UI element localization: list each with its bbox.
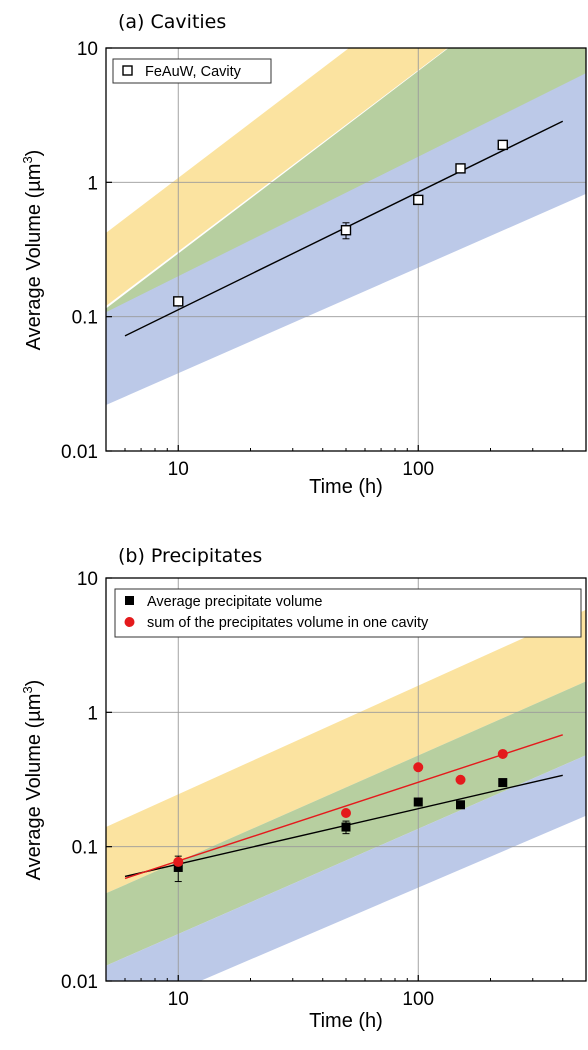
legend-label-average: Average precipitate volume: [147, 594, 322, 610]
data-point-s0-4: [497, 139, 508, 151]
y-tick-label: 1: [87, 173, 98, 194]
y-tick-label: 0.1: [72, 838, 98, 859]
confidence-band-0: [106, 48, 448, 306]
panel-precipitates: (b) Precipitates 10 100 0.01 0.1 1 10 Time (h…: [20, 545, 587, 1032]
panel-b-ticks: 10 100 0.01 0.1 1 10: [61, 569, 564, 1010]
x-tick-label: 100: [402, 989, 434, 1010]
x-tick-label: 10: [168, 459, 189, 480]
legend-box: [112, 58, 272, 84]
panel-a-title: (a) Cavities: [118, 11, 226, 33]
panel-b-grid: [106, 578, 586, 981]
data-point-s1-2: [413, 762, 424, 773]
y-tick-label: 0.01: [61, 442, 98, 463]
y-tick-label: 10: [77, 39, 98, 60]
data-point-s1-0: [173, 856, 184, 867]
legend-label-sum: sum of the precipitates volume in one ca…: [147, 615, 429, 631]
y-tick-label: 0.01: [61, 972, 98, 993]
legend-marker-sum: [124, 617, 135, 627]
data-point-s0-4: [498, 778, 508, 788]
panel-b-legend: Average precipitate volume sum of the pr…: [114, 588, 582, 638]
data-point-s0-2: [413, 797, 423, 807]
fit-line-1: [124, 734, 563, 880]
legend-marker-cavity: [122, 65, 133, 76]
data-point-s0-0: [173, 862, 183, 872]
panel-a-legend: FeAuW, Cavity: [112, 58, 272, 84]
panel-a-points: [173, 139, 508, 307]
panel-a-ticks: 10 100 0.01 0.1 1 10: [61, 39, 564, 480]
y-tick-label: 1: [87, 703, 98, 724]
x-tick-label: 10: [168, 989, 189, 1010]
legend-box: [114, 588, 582, 638]
x-tick-label: 100: [402, 459, 434, 480]
panel-cavities: (a) Cavities 10 100 0.01 0.1 1 10 Time (h) Av…: [20, 11, 587, 498]
panel-a-ylabel: Average Volume (µm3): [20, 150, 45, 351]
panel-b-ylabel: Average Volume (µm3): [20, 680, 45, 881]
legend-marker-average: [125, 596, 134, 605]
confidence-band-0: [106, 609, 586, 894]
panel-a-grid: [106, 48, 586, 451]
data-point-s0-0: [173, 296, 184, 307]
data-point-s0-1: [340, 225, 352, 236]
panel-a-xlabel: Time (h): [309, 476, 383, 498]
confidence-band-2: [106, 755, 586, 981]
data-point-s0-3: [455, 163, 466, 174]
panel-b-xlabel: Time (h): [309, 1010, 383, 1032]
data-point-s0-3: [456, 800, 466, 810]
y-tick-label: 10: [77, 569, 98, 590]
data-point-s1-1: [341, 808, 351, 819]
data-point-s0-2: [413, 194, 424, 206]
y-tick-label: 0.1: [72, 308, 98, 329]
legend-label-cavity: FeAuW, Cavity: [145, 64, 242, 80]
data-point-s0-1: [341, 822, 351, 832]
panel-b-points: [173, 748, 508, 883]
data-point-s1-4: [497, 748, 508, 759]
panel-b-title: (b) Precipitates: [118, 545, 262, 567]
data-point-s1-3: [455, 774, 466, 785]
